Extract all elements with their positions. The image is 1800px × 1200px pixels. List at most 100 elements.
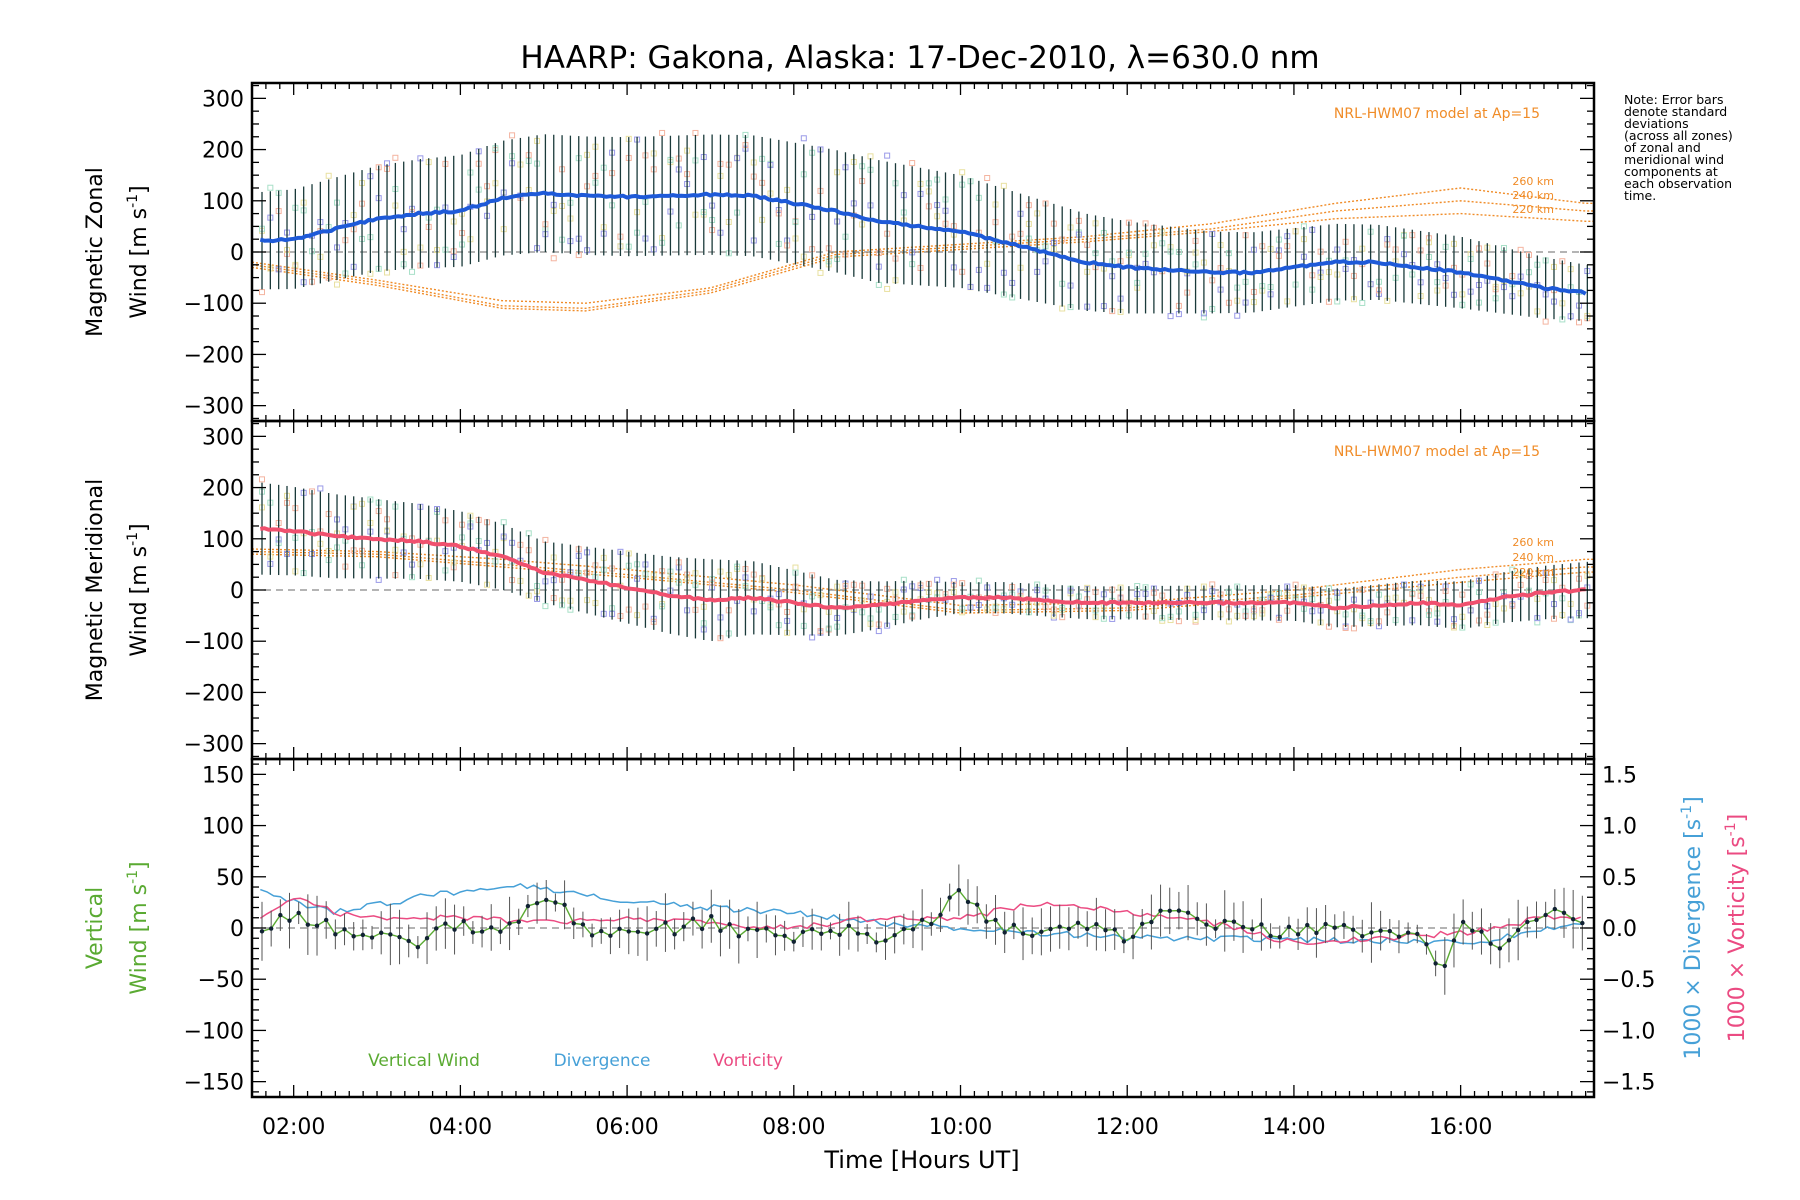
zonal-label-260: 260 km (1512, 175, 1554, 188)
vertical-ylabel-line2: Wind [m s-1] (125, 861, 152, 994)
note-text: Note: Error bars denote standard deviation… (1624, 92, 1794, 202)
vertical-wind-point (910, 927, 916, 932)
zonal-sample-point (259, 289, 266, 296)
meridional-model-label: NRL-HWM07 model at Ap=15 (1334, 444, 1540, 460)
x-tick-label: 06:00 (595, 1115, 658, 1140)
vertical-wind-point (553, 900, 558, 905)
y-tick-label: 100 (202, 528, 244, 553)
zonal-sample-point (875, 281, 882, 288)
vertical-wind-point (690, 916, 696, 921)
vertical-wind-point (984, 919, 989, 924)
vertical-wind-point (1506, 938, 1512, 943)
note-line: components at (1624, 164, 1718, 179)
vertical-wind-point (883, 938, 888, 943)
vertical-wind-point (1350, 927, 1356, 932)
right-y-tick-label: −1.0 (1602, 1019, 1655, 1044)
vertical-wind-point (947, 895, 952, 900)
vertical-wind-point (507, 921, 512, 926)
vertical-wind-point (1085, 926, 1090, 932)
vertical-wind-point (1158, 908, 1163, 913)
meridional-ticks: 300 200 100 0 −100 −200 −300 (184, 421, 1594, 759)
zonal-sample-point (384, 269, 391, 276)
model-line-240km (251, 200, 1594, 310)
vertical-wind-point (1369, 930, 1374, 935)
vertical-wind-point (397, 934, 402, 940)
right-y-tick-label: 1.5 (1602, 763, 1637, 788)
vertical-wind-point (544, 897, 549, 903)
vertical-wind-point (489, 925, 494, 930)
vertical-wind-point (1534, 917, 1539, 923)
vertical-wind-point (993, 917, 998, 923)
vertical-wind-point (1002, 930, 1007, 935)
vertical-wind-point (516, 919, 521, 925)
vertical-wind-point (1543, 912, 1548, 918)
legend-vorticity: Vorticity (713, 1051, 783, 1071)
meridional-sample-point (259, 476, 266, 483)
meridional-mean-line (259, 526, 1586, 611)
meridional-ylabel-line1: Magnetic Meridional (83, 479, 108, 701)
vertical-wind-point (314, 923, 320, 928)
vertical-wind-point (1295, 932, 1301, 937)
y-tick-label: −200 (184, 681, 244, 706)
vertical-wind-point (1075, 920, 1081, 926)
x-axis: 02:00 04:00 06:00 08:00 10:00 12:00 14:00 16:00 (262, 1115, 1492, 1140)
vertical-wind-point (1460, 919, 1466, 925)
vorticity-right-label: 1000 × Vorticity [s-1] (1723, 814, 1750, 1042)
note-line: (across all zones) (1624, 128, 1733, 143)
vertical-wind-point (305, 922, 311, 927)
meridional-label-220: 220 km (1512, 566, 1554, 579)
y-tick-label: 200 (202, 477, 244, 502)
vertical-wind-point (296, 910, 301, 916)
vertical-wind-point (1121, 939, 1127, 944)
y-tick-label: −300 (184, 733, 244, 758)
vertical-wind-point (1185, 910, 1191, 915)
vertical-wind-point (268, 926, 274, 931)
vertical-wind-point (571, 921, 576, 926)
vertical-wind-point (1240, 924, 1246, 930)
zonal-label-240: 240 km (1512, 189, 1554, 202)
x-tick-label: 16:00 (1429, 1115, 1492, 1140)
y-tick-label: −300 (184, 395, 244, 420)
vertical-wind-point (1011, 922, 1017, 928)
vertical-wind-point (1305, 922, 1310, 928)
zonal-ylabel-line2: Wind [m s-1] (125, 185, 152, 318)
vertical-wind-point (745, 926, 751, 932)
vertical-wind-point (479, 929, 485, 934)
meridional-sample-point (1534, 619, 1541, 626)
y-tick-label: 100 (202, 815, 244, 840)
note-line: each observation (1624, 176, 1733, 191)
legend-vertical-wind: Vertical Wind (368, 1051, 480, 1071)
y-tick-label: −100 (184, 292, 244, 317)
vertical-wind-point (1268, 933, 1273, 939)
vertical-wind-point (1039, 929, 1044, 935)
vertical-wind-point (626, 929, 631, 934)
vertical-wind-point (791, 939, 797, 944)
note-line: Note: Error bars (1624, 92, 1724, 107)
vertical-wind-point (892, 933, 897, 938)
vertical-wind-point (351, 934, 356, 939)
zonal-sample-point (817, 269, 824, 276)
vertical-wind-point (919, 917, 925, 923)
x-tick-label: 02:00 (262, 1115, 325, 1140)
vertical-wind-point (1515, 927, 1521, 933)
vertical-wind-point (1561, 910, 1567, 916)
vertical-wind-point (1314, 930, 1319, 936)
vertical-wind-point (534, 900, 540, 906)
vertical-wind-point (1020, 931, 1026, 936)
vertical-wind-point (855, 931, 861, 936)
vertical-wind-point (1112, 927, 1117, 932)
zonal-sample-point (392, 154, 399, 161)
zonal-sample-point (409, 268, 416, 275)
vertical-wind-point (956, 887, 962, 893)
vertical-wind-point (819, 931, 824, 936)
vertical-wind-point (434, 926, 439, 931)
vertical-wind-point (1405, 930, 1411, 935)
vertical-wind-point (406, 938, 411, 944)
vertical-wind-point (1570, 917, 1576, 922)
vertical-wind-point (1580, 920, 1585, 926)
vertical-wind-point (1277, 934, 1282, 940)
meridional-panel: 300 200 100 0 −100 −200 −300 NRL-HWM07 model a… (83, 419, 1596, 761)
vertical-wind-point (333, 932, 338, 937)
vertical-wind-point (654, 926, 659, 932)
